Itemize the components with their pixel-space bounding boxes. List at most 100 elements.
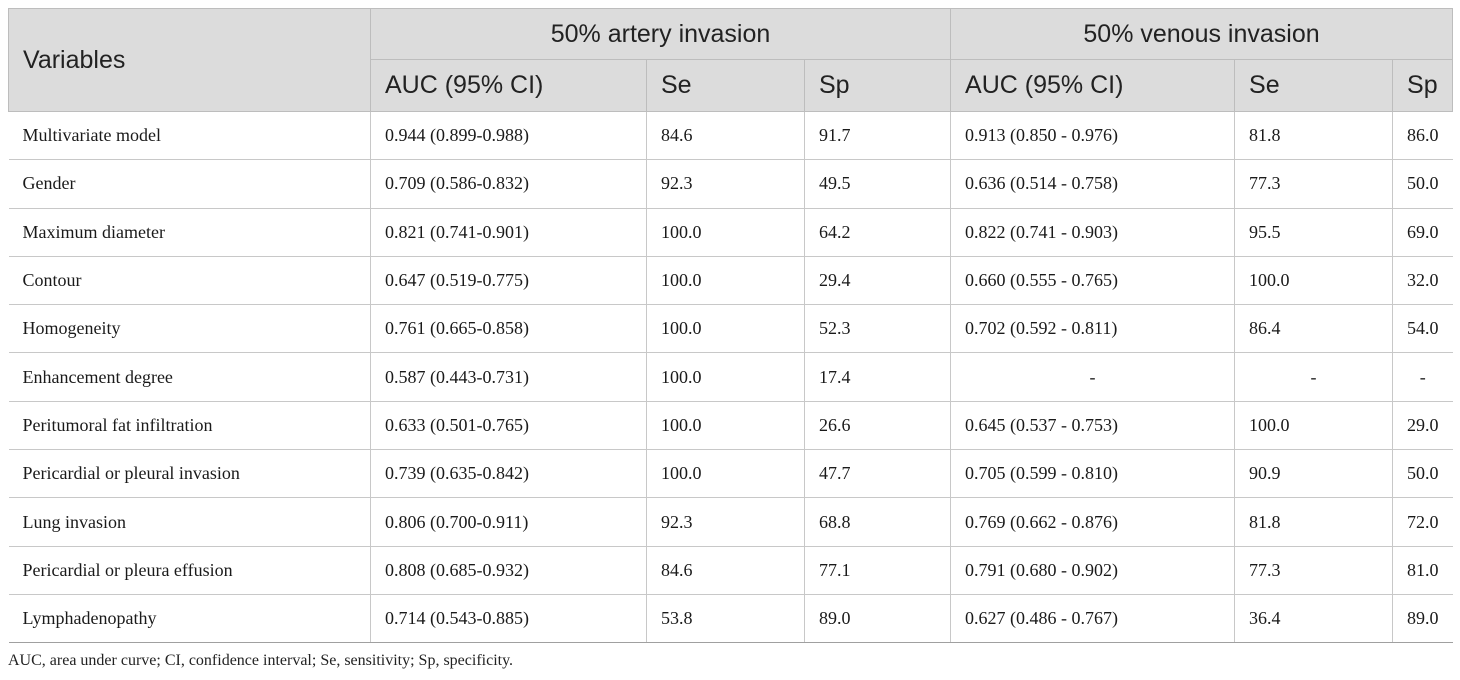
cell-artery-sp: 91.7 [803,111,951,161]
cell-venous-sp: 81.0 [1392,546,1453,595]
cell-artery-sp: 64.2 [803,208,951,257]
table-body: Multivariate model 0.944 (0.899-0.988) 84.… [8,111,1453,644]
cell-variable: Maximum diameter [8,208,371,257]
header-group-venous: 50% venous invasion [950,8,1454,60]
table-row: Multivariate model 0.944 (0.899-0.988) 84.… [8,111,1453,161]
table-row: Gender 0.709 (0.586-0.832) 92.3 49.5 0.636 (… [8,159,1453,209]
cell-artery-se: 100.0 [646,304,805,354]
cell-variable: Multivariate model [8,111,371,161]
table-row: Pericardial or pleura effusion 0.808 (0.6… [8,546,1453,595]
table-row: Homogeneity 0.761 (0.665-0.858) 100.0 52.3 0… [8,304,1453,354]
cell-artery-auc: 0.806 (0.700-0.911) [370,497,647,547]
cell-artery-se: 100.0 [646,401,805,451]
cell-venous-sp: - [1392,352,1453,402]
header-venous-se: Se [1234,59,1394,112]
cell-artery-sp: 49.5 [803,159,951,209]
cell-artery-sp: 52.3 [803,304,951,354]
cell-venous-se: 90.9 [1234,449,1393,499]
header-venous-sp: Sp [1392,59,1454,112]
cell-venous-se: 36.4 [1234,594,1393,644]
cell-venous-auc: 0.645 (0.537 - 0.753) [950,401,1235,451]
cell-venous-auc: 0.702 (0.592 - 0.811) [950,304,1235,354]
cell-artery-sp: 26.6 [803,401,951,451]
table-row: Pericardial or pleural invasion 0.739 (0.… [8,449,1453,499]
cell-artery-se: 84.6 [646,111,805,161]
cell-venous-se: 100.0 [1234,401,1393,451]
cell-venous-se: 95.5 [1234,208,1393,257]
cell-variable: Homogeneity [8,304,371,354]
cell-venous-se: 100.0 [1234,256,1393,306]
cell-artery-auc: 0.944 (0.899-0.988) [370,111,647,161]
cell-venous-se: 77.3 [1234,546,1393,595]
cell-venous-sp: 89.0 [1392,594,1453,644]
cell-venous-auc: 0.627 (0.486 - 0.767) [950,594,1235,644]
cell-venous-auc: 0.913 (0.850 - 0.976) [950,111,1235,161]
cell-venous-se: 77.3 [1234,159,1393,209]
cell-artery-se: 84.6 [646,546,805,595]
results-table: Variables 50% artery invasion 50% venous… [8,8,1454,644]
table-footnote: AUC, area under curve; CI, confidence in… [8,652,514,669]
cell-artery-auc: 0.821 (0.741-0.901) [370,208,647,257]
cell-variable: Contour [8,256,371,306]
cell-venous-sp: 32.0 [1392,256,1453,306]
table-header: Variables 50% artery invasion 50% venous… [8,8,1454,112]
cell-artery-auc: 0.587 (0.443-0.731) [370,352,647,402]
cell-venous-auc: - [950,352,1235,402]
cell-artery-se: 100.0 [646,352,805,402]
cell-venous-sp: 86.0 [1392,111,1453,161]
cell-artery-auc: 0.761 (0.665-0.858) [370,304,647,354]
cell-artery-sp: 29.4 [803,256,951,306]
cell-venous-auc: 0.705 (0.599 - 0.810) [950,449,1235,499]
header-artery-sp: Sp [803,59,952,112]
cell-venous-auc: 0.791 (0.680 - 0.902) [950,546,1235,595]
cell-venous-auc: 0.636 (0.514 - 0.758) [950,159,1235,209]
cell-venous-sp: 50.0 [1392,449,1453,499]
table-row: Enhancement degree 0.587 (0.443-0.731) 100… [8,352,1453,402]
header-artery-auc: AUC (95% CI) [370,59,647,112]
cell-venous-sp: 69.0 [1392,208,1453,257]
cell-artery-sp: 89.0 [803,594,951,644]
cell-artery-sp: 17.4 [803,352,951,402]
cell-variable: Lung invasion [8,497,371,547]
cell-artery-auc: 0.808 (0.685-0.932) [370,546,647,595]
cell-artery-se: 92.3 [646,497,805,547]
cell-venous-sp: 72.0 [1392,497,1453,547]
cell-venous-auc: 0.769 (0.662 - 0.876) [950,497,1235,547]
cell-artery-auc: 0.633 (0.501-0.765) [370,401,647,451]
cell-variable: Enhancement degree [8,352,371,402]
cell-venous-sp: 50.0 [1392,159,1453,209]
table-row: Contour 0.647 (0.519-0.775) 100.0 29.4 0.660… [8,256,1453,306]
table-row: Peritumoral fat infiltration 0.633 (0.501… [8,401,1453,451]
header-venous-auc: AUC (95% CI) [950,59,1236,112]
cell-artery-se: 100.0 [646,256,805,306]
cell-artery-auc: 0.739 (0.635-0.842) [370,449,647,499]
cell-venous-se: - [1234,352,1393,402]
cell-venous-se: 86.4 [1234,304,1393,354]
table-row: Lymphadenopathy 0.714 (0.543-0.885) 53.8 89… [8,594,1453,644]
cell-artery-auc: 0.714 (0.543-0.885) [370,594,647,644]
cell-venous-sp: 54.0 [1392,304,1453,354]
cell-venous-se: 81.8 [1234,111,1393,161]
header-variables: Variables [8,8,371,112]
cell-artery-se: 100.0 [646,208,805,257]
cell-artery-se: 53.8 [646,594,805,644]
cell-variable: Pericardial or pleural invasion [8,449,371,499]
cell-variable: Pericardial or pleura effusion [8,546,371,595]
cell-artery-se: 92.3 [646,159,805,209]
cell-artery-se: 100.0 [646,449,805,499]
cell-venous-auc: 0.822 (0.741 - 0.903) [950,208,1235,257]
table-row: Lung invasion 0.806 (0.700-0.911) 92.3 68.8… [8,497,1453,547]
cell-artery-sp: 47.7 [803,449,951,499]
header-row-groups: Variables 50% artery invasion 50% venous… [8,8,1454,112]
header-artery-se: Se [646,59,805,112]
cell-variable: Lymphadenopathy [8,594,371,644]
table-row: Maximum diameter 0.821 (0.741-0.901) 100.0… [8,208,1453,257]
cell-artery-auc: 0.709 (0.586-0.832) [370,159,647,209]
cell-artery-auc: 0.647 (0.519-0.775) [370,256,647,306]
cell-variable: Gender [8,159,371,209]
cell-artery-sp: 68.8 [803,497,951,547]
cell-venous-sp: 29.0 [1392,401,1453,451]
cell-venous-se: 81.8 [1234,497,1393,547]
cell-venous-auc: 0.660 (0.555 - 0.765) [950,256,1235,306]
cell-artery-sp: 77.1 [803,546,951,595]
